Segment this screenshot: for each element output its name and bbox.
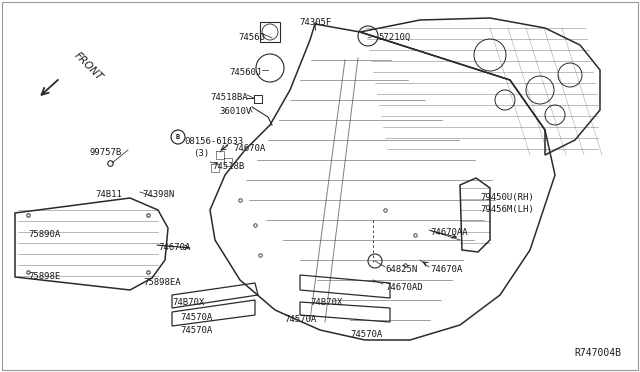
Text: 36010V: 36010V [220,107,252,116]
Text: B: B [176,134,180,140]
Text: 79450U(RH): 79450U(RH) [480,193,534,202]
Text: R747004B: R747004B [575,348,621,358]
Text: 74560J: 74560J [230,68,262,77]
Text: 74670AD: 74670AD [385,283,422,292]
Text: 74570A: 74570A [180,326,212,335]
Text: 79456M(LH): 79456M(LH) [480,205,534,214]
Text: 75898E: 75898E [28,272,60,281]
Bar [260,22,280,42]
Text: 74560: 74560 [238,33,265,42]
Text: 74518BA: 74518BA [211,93,248,102]
Text: 74398N: 74398N [142,190,174,199]
Text: 64825N: 64825N [385,265,417,274]
Text: 57210Q: 57210Q [378,33,410,42]
Text: 74570A: 74570A [284,315,316,324]
Text: 74518B: 74518B [212,162,244,171]
Text: 74670A: 74670A [430,265,462,274]
Text: 74670A: 74670A [233,144,265,153]
Text: FRONT: FRONT [72,50,104,82]
Text: 74570A: 74570A [350,330,382,339]
Text: 74570A: 74570A [180,313,212,322]
Text: 99757B: 99757B [90,148,122,157]
Text: 74B70X: 74B70X [172,298,204,307]
Text: 74B70X: 74B70X [310,298,342,307]
Text: 74670AA: 74670AA [430,228,468,237]
Text: 74305F: 74305F [299,18,331,27]
Text: 08156-61633: 08156-61633 [184,137,243,146]
Text: 74B11: 74B11 [95,190,122,199]
Text: 74670A: 74670A [158,243,190,252]
Text: 75890A: 75890A [28,230,60,239]
Text: (3): (3) [193,149,209,158]
Text: 75898EA: 75898EA [143,278,180,287]
